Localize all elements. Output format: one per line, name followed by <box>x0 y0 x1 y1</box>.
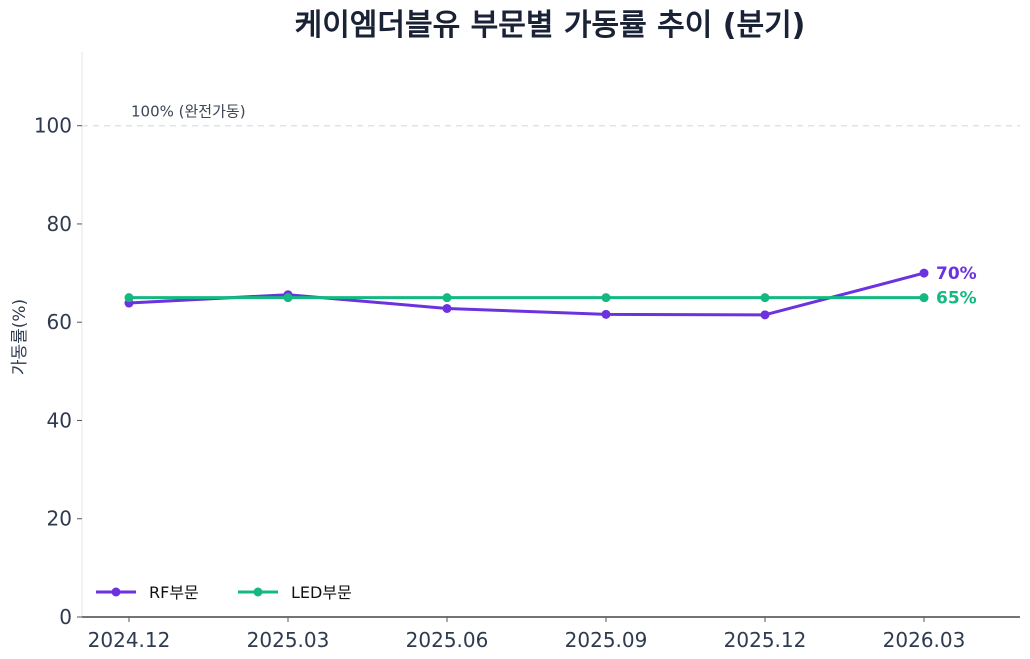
data-point <box>601 293 611 303</box>
x-tick-label: 2025.09 <box>565 628 648 652</box>
legend-marker <box>111 587 121 597</box>
chart-title: 케이엠더블유 부문별 가동률 추이 (분기) <box>295 8 806 43</box>
reference-line-label: 100% (완전가동) <box>131 103 246 121</box>
end-value-label: 70% <box>936 264 977 284</box>
data-point <box>760 293 770 303</box>
data-point <box>442 303 452 313</box>
data-point <box>601 309 611 319</box>
data-point <box>442 293 452 303</box>
x-tick-label: 2024.12 <box>88 628 171 652</box>
y-tick-label: 100 <box>34 114 72 138</box>
x-tick-label: 2025.06 <box>406 628 489 652</box>
x-tick-label: 2026.03 <box>883 628 966 652</box>
y-axis-label: 가동률(%) <box>10 299 30 375</box>
data-point <box>919 293 929 303</box>
legend-label: LED부문 <box>291 583 352 602</box>
x-tick-label: 2025.12 <box>724 628 807 652</box>
data-point <box>283 293 293 303</box>
y-tick-label: 0 <box>59 605 72 629</box>
y-tick-label: 40 <box>47 408 72 432</box>
legend-label: RF부문 <box>149 583 199 602</box>
series-line-1 <box>128 271 925 317</box>
data-point <box>919 268 929 278</box>
plot-area: 0 20 40 60 80 100 2024.12 2025.03 2025.06 2025.09… <box>34 52 1020 652</box>
y-tick-label: 80 <box>47 212 72 236</box>
y-tick-label: 60 <box>47 310 72 334</box>
data-point <box>760 310 770 320</box>
legend: RF부문 LED부문 <box>96 583 352 602</box>
legend-marker <box>253 587 263 597</box>
y-tick-label: 20 <box>47 507 72 531</box>
x-tick-label: 2025.03 <box>247 628 330 652</box>
end-value-label: 65% <box>936 289 977 309</box>
data-point <box>124 293 134 303</box>
